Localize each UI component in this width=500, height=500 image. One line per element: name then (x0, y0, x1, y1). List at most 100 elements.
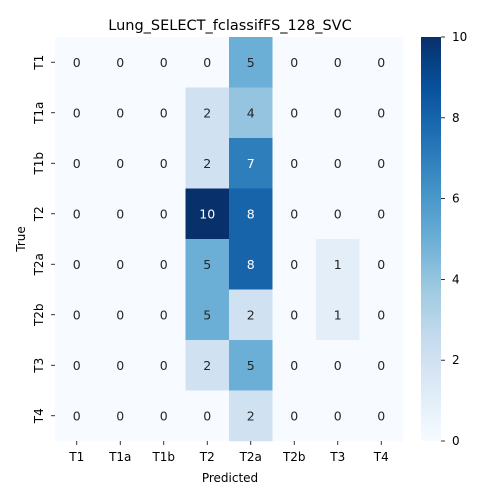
cell-value-label: 2 (247, 307, 255, 322)
y-axis-ticks: T1 T1a T1b T2 T2a T2b T3 T4 (32, 55, 55, 424)
heatmap-cell (272, 87, 317, 139)
heatmap-cell (55, 340, 99, 391)
cell-value-label: 0 (160, 257, 168, 272)
heatmap-cell (142, 37, 186, 88)
y-tick-label: T2a (32, 253, 46, 276)
x-axis-label: Predicted (202, 471, 258, 485)
x-tick-label: T2 (199, 450, 215, 464)
cell-value-label: 0 (290, 55, 298, 70)
y-tick-label: T4 (32, 408, 46, 424)
y-tick-label: T2 (32, 206, 46, 222)
y-axis-label: True (14, 226, 28, 253)
colorbar-tick-label: 6 (452, 192, 460, 206)
cell-value-label: 0 (334, 105, 342, 120)
heatmap-cell (142, 239, 186, 290)
heatmap-cell (272, 239, 317, 290)
cell-value-label: 0 (203, 55, 211, 70)
cell-value-label: 5 (247, 55, 255, 70)
cell-value-label: 10 (199, 206, 215, 221)
cell-value-label: 0 (290, 206, 298, 221)
heatmap-cell (142, 188, 186, 240)
colorbar (421, 37, 441, 441)
colorbar-tick-label: 0 (452, 434, 460, 448)
heatmap-cell (359, 239, 404, 290)
x-tick-label: T2a (239, 450, 262, 464)
heatmap-cell (272, 188, 317, 240)
cell-value-label: 0 (377, 358, 385, 373)
cell-value-label: 8 (247, 206, 255, 221)
heatmap-cell (229, 188, 273, 240)
cell-value-label: 0 (377, 307, 385, 322)
heatmap-cell (272, 289, 317, 341)
heatmap-cell (316, 87, 360, 139)
colorbar-tick-label: 4 (452, 272, 460, 286)
cell-value-label: 0 (290, 358, 298, 373)
cell-value-label: 2 (203, 105, 211, 120)
heatmap-cell (185, 239, 230, 290)
heatmap-cell (316, 138, 360, 189)
cell-value-label: 8 (247, 257, 255, 272)
heatmap-cell (229, 37, 273, 88)
cell-value-label: 0 (73, 257, 81, 272)
cell-value-label: 2 (247, 408, 255, 423)
heatmap-cell (55, 390, 99, 442)
cell-value-label: 0 (377, 156, 385, 171)
cell-value-label: 0 (377, 257, 385, 272)
cell-value-label: 0 (160, 408, 168, 423)
cell-value-label: 0 (377, 55, 385, 70)
heatmap-cell (229, 87, 273, 139)
cell-value-label: 5 (203, 257, 211, 272)
heatmap-cell (359, 188, 404, 240)
cell-value-label: 0 (203, 408, 211, 423)
colorbar-tick-label: 2 (452, 353, 460, 367)
heatmap-cell (98, 340, 143, 391)
cell-value-label: 0 (290, 156, 298, 171)
cell-value-label: 0 (73, 358, 81, 373)
heatmap-cell (272, 340, 317, 391)
cell-value-label: 0 (116, 358, 124, 373)
heatmap-cell (55, 239, 99, 290)
heatmap-cell (185, 138, 230, 189)
cell-value-label: 0 (73, 55, 81, 70)
cell-value-label: 0 (160, 206, 168, 221)
cell-value-label: 0 (73, 408, 81, 423)
cell-value-label: 0 (73, 105, 81, 120)
heatmap-cell (142, 87, 186, 139)
cell-value-label: 0 (73, 206, 81, 221)
cell-value-label: 0 (334, 156, 342, 171)
heatmap-cell (142, 138, 186, 189)
heatmap-cell (55, 87, 99, 139)
cell-value-label: 0 (116, 55, 124, 70)
cell-value-label: 5 (247, 358, 255, 373)
heatmap-cell (316, 390, 360, 442)
cell-value-label: 1 (334, 307, 342, 322)
cell-value-label: 0 (377, 105, 385, 120)
cell-value-label: 7 (247, 156, 255, 171)
cell-value-label: 0 (160, 55, 168, 70)
heatmap-cell (359, 37, 404, 88)
cell-value-label: 0 (334, 55, 342, 70)
heatmap-cell (359, 87, 404, 139)
heatmap-cell (55, 289, 99, 341)
x-tick-label: T3 (329, 450, 345, 464)
heatmap-cell (229, 340, 273, 391)
y-tick-label: T1b (32, 152, 46, 176)
x-axis-ticks: T1 T1a T1b T2 T2a T2b T3 T4 (68, 441, 389, 464)
heatmap-cell (55, 138, 99, 189)
cell-value-label: 0 (73, 156, 81, 171)
heatmap-cell (229, 390, 273, 442)
y-tick-label: T1a (32, 102, 46, 125)
heatmap-cell (98, 239, 143, 290)
cell-value-label: 0 (334, 206, 342, 221)
heatmap-cell (272, 138, 317, 189)
heatmap-cell (272, 37, 317, 88)
heatmap-cell (185, 289, 230, 341)
cell-value-label: 0 (73, 307, 81, 322)
heatmap-cell (142, 340, 186, 391)
cell-value-label: 0 (116, 105, 124, 120)
cell-value-label: 0 (160, 307, 168, 322)
cell-value-label: 0 (116, 408, 124, 423)
cell-value-label: 0 (334, 408, 342, 423)
heatmap-cell (98, 289, 143, 341)
cell-value-label: 0 (116, 257, 124, 272)
